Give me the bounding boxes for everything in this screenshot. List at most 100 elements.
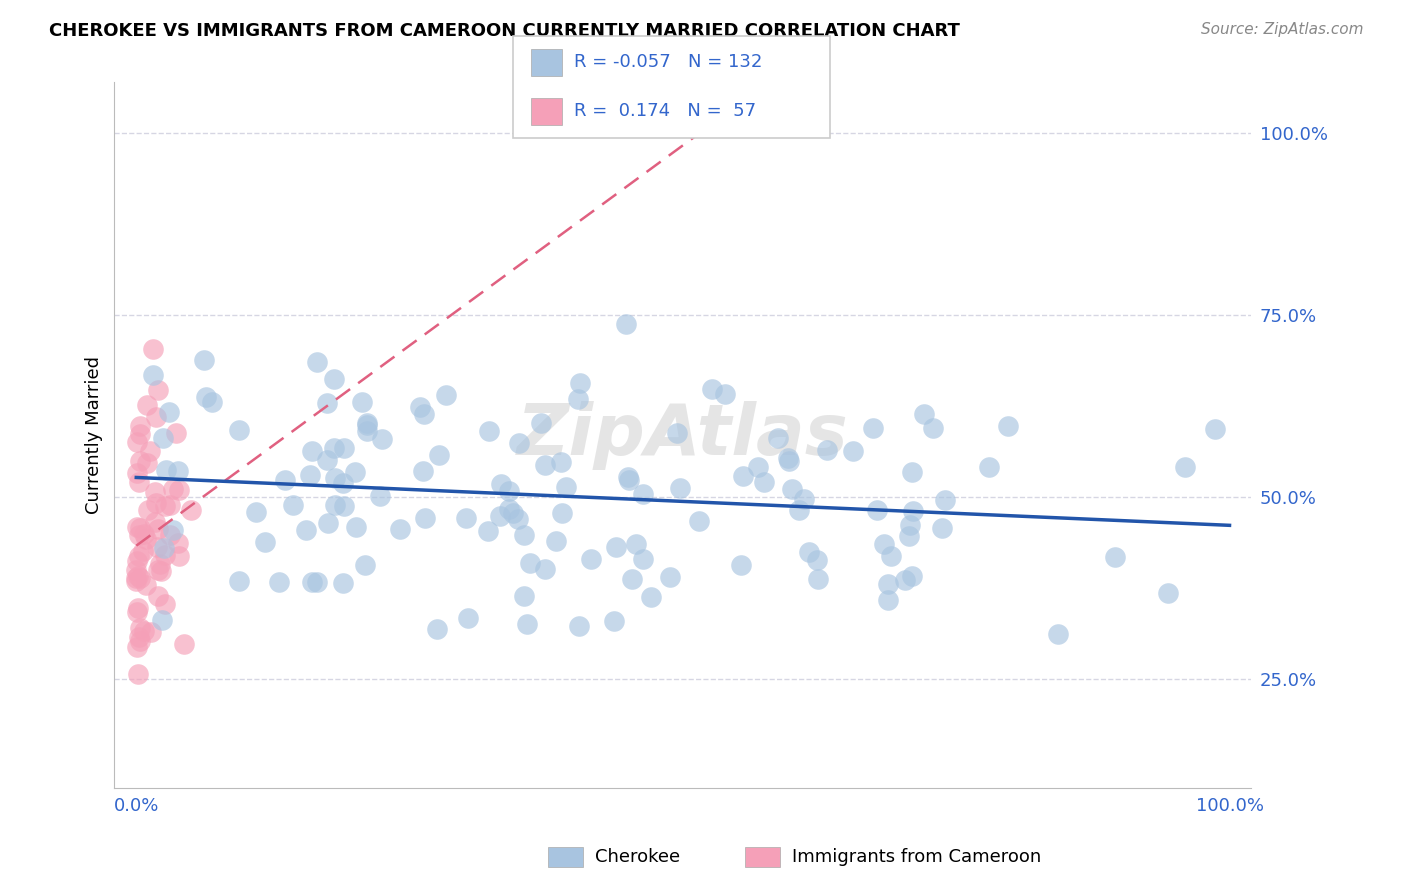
- Point: [201, 395, 224, 409]
- Point: [898, 517, 921, 532]
- Point: [534, 458, 557, 472]
- Point: [128, 571, 150, 585]
- Point: [138, 503, 160, 517]
- Point: [619, 473, 641, 487]
- Point: [127, 605, 149, 619]
- Text: ZipAtlas: ZipAtlas: [517, 401, 849, 469]
- Point: [146, 383, 169, 397]
- Point: [546, 534, 568, 549]
- Text: Source: ZipAtlas.com: Source: ZipAtlas.com: [1201, 22, 1364, 37]
- Point: [180, 502, 202, 516]
- Point: [159, 498, 181, 512]
- Point: [135, 532, 157, 546]
- Point: [530, 416, 553, 430]
- Point: [162, 523, 184, 537]
- Text: R = -0.057   N = 132: R = -0.057 N = 132: [574, 54, 762, 71]
- Point: [343, 466, 366, 480]
- Point: [155, 548, 177, 562]
- Text: Immigrants from Cameroon: Immigrants from Cameroon: [792, 848, 1040, 866]
- Point: [412, 465, 434, 479]
- Point: [150, 613, 173, 627]
- Point: [166, 464, 188, 478]
- Point: [146, 563, 169, 577]
- Point: [425, 622, 447, 636]
- Point: [307, 574, 329, 589]
- Point: [409, 401, 432, 415]
- Point: [640, 590, 662, 604]
- Point: [356, 425, 378, 439]
- Point: [150, 564, 173, 578]
- Point: [620, 572, 643, 586]
- Point: [508, 436, 530, 450]
- Point: [146, 522, 169, 536]
- Point: [356, 418, 378, 433]
- Point: [1204, 422, 1226, 436]
- Point: [631, 551, 654, 566]
- Point: [127, 601, 149, 615]
- Point: [132, 526, 155, 541]
- Point: [488, 508, 510, 523]
- Point: [901, 465, 924, 479]
- Point: [152, 431, 174, 445]
- Point: [127, 640, 149, 655]
- Text: Cherokee: Cherokee: [595, 848, 681, 866]
- Text: R =  0.174   N =  57: R = 0.174 N = 57: [574, 103, 756, 120]
- Point: [145, 409, 167, 424]
- Point: [125, 563, 148, 577]
- Point: [778, 454, 800, 468]
- Point: [873, 537, 896, 551]
- Point: [129, 454, 152, 468]
- Point: [434, 388, 457, 402]
- Point: [350, 395, 373, 409]
- Point: [152, 541, 174, 556]
- Point: [1157, 586, 1180, 600]
- Point: [477, 524, 499, 538]
- Point: [295, 524, 318, 538]
- Point: [371, 432, 394, 446]
- Point: [866, 503, 889, 517]
- Point: [1047, 626, 1070, 640]
- Point: [389, 522, 412, 536]
- Point: [354, 558, 377, 572]
- Point: [508, 512, 530, 526]
- Point: [934, 493, 956, 508]
- Point: [806, 553, 828, 567]
- Point: [332, 441, 354, 455]
- Point: [513, 527, 536, 541]
- Point: [323, 471, 346, 485]
- Point: [733, 469, 755, 483]
- Point: [153, 598, 176, 612]
- Point: [356, 417, 378, 431]
- Point: [128, 418, 150, 433]
- Point: [901, 504, 924, 518]
- Point: [139, 444, 162, 458]
- Point: [125, 434, 148, 449]
- Point: [143, 484, 166, 499]
- Point: [281, 499, 304, 513]
- Point: [228, 574, 250, 588]
- Point: [754, 475, 776, 489]
- Point: [344, 520, 367, 534]
- Point: [316, 395, 339, 409]
- Point: [498, 501, 520, 516]
- Point: [782, 482, 804, 496]
- Point: [134, 624, 156, 638]
- Point: [135, 456, 157, 470]
- Point: [157, 405, 180, 419]
- Point: [806, 572, 828, 586]
- Point: [456, 510, 478, 524]
- Point: [132, 544, 155, 558]
- Point: [166, 535, 188, 549]
- Point: [516, 616, 538, 631]
- Point: [128, 475, 150, 490]
- Point: [876, 576, 898, 591]
- Point: [135, 578, 157, 592]
- Point: [307, 355, 329, 369]
- Point: [162, 482, 184, 496]
- Point: [931, 521, 953, 535]
- Point: [323, 498, 346, 512]
- Point: [127, 667, 149, 681]
- Point: [1104, 549, 1126, 564]
- Point: [666, 426, 689, 441]
- Point: [228, 423, 250, 437]
